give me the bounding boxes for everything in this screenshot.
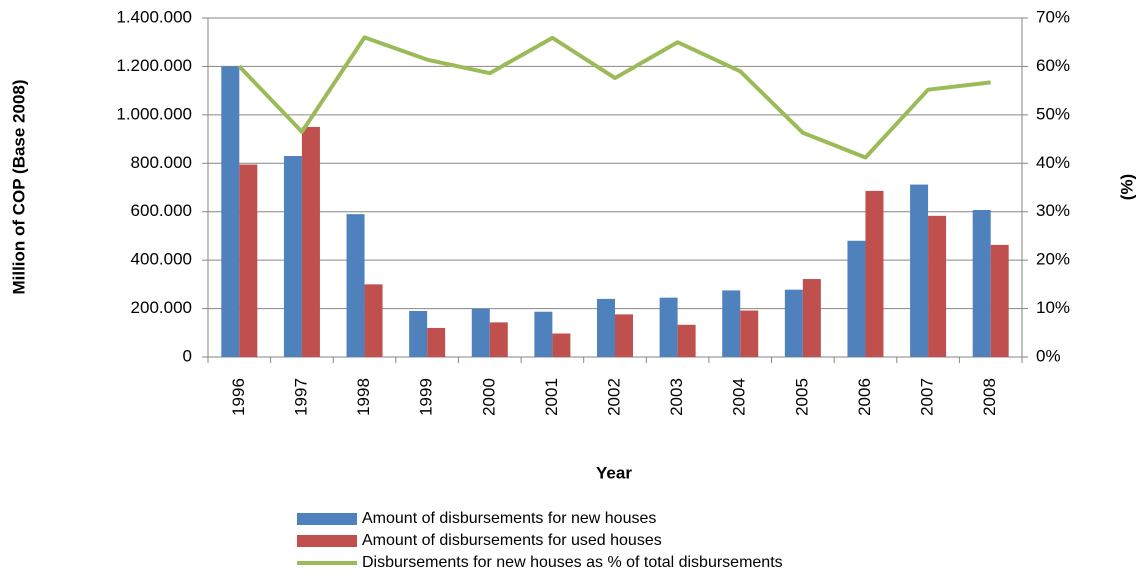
y-tick-label: 800.000	[131, 153, 192, 172]
bar	[740, 310, 759, 357]
x-tick-label: 2007	[918, 378, 937, 416]
bar	[928, 215, 947, 357]
y-tick-label: 1.400.000	[116, 7, 192, 26]
x-tick-label: 2005	[792, 378, 811, 416]
legend-label: Amount of disbursements for new houses	[362, 510, 656, 527]
bar	[346, 214, 365, 357]
bar	[722, 290, 741, 357]
y2-tick-label: 30%	[1036, 201, 1070, 220]
y2-axis-title: (%)	[1117, 174, 1136, 200]
x-tick-label: 1998	[354, 378, 373, 416]
bar	[972, 210, 991, 357]
bar	[283, 156, 302, 357]
bar	[427, 327, 446, 357]
y2-tick-label: 60%	[1036, 56, 1070, 75]
x-tick-label: 2008	[980, 378, 999, 416]
x-tick-label: 1996	[229, 378, 248, 416]
bar	[784, 289, 803, 357]
x-tick-label: 1999	[417, 378, 436, 416]
x-tick-label: 2000	[479, 378, 498, 416]
bar	[597, 298, 615, 357]
x-tick-label: 2006	[855, 378, 874, 416]
y-tick-label: 1.200.000	[116, 56, 192, 75]
bar	[990, 244, 1009, 357]
bar	[865, 190, 884, 357]
x-tick-label: 2004	[730, 378, 749, 416]
y-tick-label: 400.000	[131, 250, 192, 269]
legend-swatch	[297, 535, 357, 547]
bar	[489, 322, 508, 357]
x-tick-label: 1997	[291, 378, 310, 416]
y2-tick-label: 10%	[1036, 298, 1070, 317]
line	[237, 35, 991, 160]
legend-label: Disbursements for new houses as % of tot…	[362, 554, 783, 571]
x-tick-label: 2003	[667, 378, 686, 416]
legend-label: Amount of disbursements for used houses	[362, 532, 662, 549]
y2-tick-label: 70%	[1036, 7, 1070, 26]
bar	[221, 66, 240, 357]
bar	[364, 284, 383, 357]
x-tick-label: 2002	[604, 378, 623, 416]
y-axis-title: Million of COP (Base 2008)	[9, 79, 28, 294]
bar	[471, 308, 490, 357]
x-tick-label: 2001	[542, 378, 561, 416]
bar	[409, 310, 428, 357]
legend-swatch	[297, 513, 357, 525]
bar	[659, 297, 678, 357]
y-tick-label: 200.000	[131, 298, 192, 317]
y2-tick-label: 20%	[1036, 250, 1070, 269]
bar	[615, 314, 633, 357]
bar	[552, 333, 571, 357]
y-tick-label: 600.000	[131, 201, 192, 220]
y2-tick-label: 50%	[1036, 104, 1070, 123]
x-axis-title: Year	[596, 463, 632, 482]
bar	[847, 240, 866, 357]
bar	[239, 164, 258, 357]
bar	[802, 279, 821, 357]
bar	[301, 126, 320, 357]
y-tick-label: 0	[183, 346, 192, 365]
bar	[910, 184, 929, 357]
y-tick-label: 1.000.000	[116, 104, 192, 123]
bar	[534, 311, 553, 357]
y2-tick-label: 40%	[1036, 153, 1070, 172]
y2-tick-label: 0%	[1036, 346, 1061, 365]
bar	[677, 324, 696, 357]
